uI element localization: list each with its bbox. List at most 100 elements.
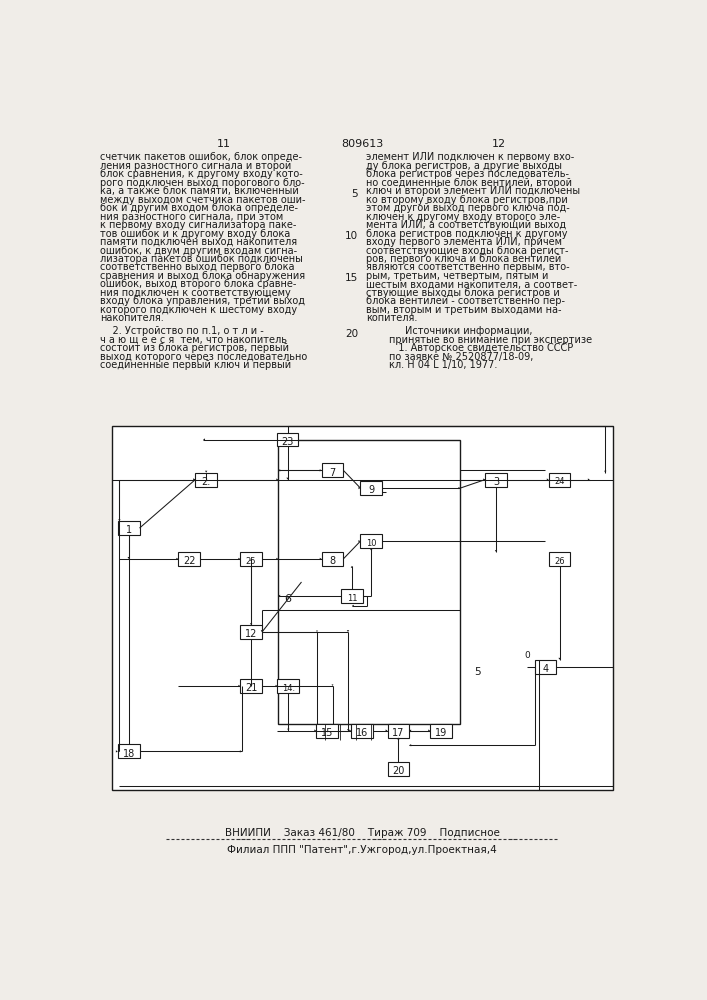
Polygon shape	[315, 729, 316, 732]
Bar	[341, 589, 363, 603]
Text: накопителя.: накопителя.	[100, 313, 164, 323]
Text: ко второму входу блока регистров,при: ко второму входу блока регистров,при	[366, 195, 568, 205]
Polygon shape	[205, 471, 207, 473]
Text: памяти подключен выход накопителя: памяти подключен выход накопителя	[100, 237, 297, 247]
Text: вым, вторым и третьим выходами на-: вым, вторым и третьим выходами на-	[366, 305, 561, 315]
Text: лизатора пакетов ошибок подключены: лизатора пакетов ошибок подключены	[100, 254, 303, 264]
Text: 0: 0	[525, 651, 530, 660]
Polygon shape	[347, 729, 349, 731]
Text: 15: 15	[321, 728, 333, 738]
Polygon shape	[238, 558, 240, 560]
Polygon shape	[409, 729, 411, 732]
Bar	[195, 473, 217, 487]
Text: блока регистров подключен к другому: блока регистров подключен к другому	[366, 229, 567, 239]
Text: ствующие выходы блока регистров и: ствующие выходы блока регистров и	[366, 288, 559, 298]
Text: копителя.: копителя.	[366, 313, 417, 323]
Polygon shape	[286, 478, 288, 480]
Polygon shape	[320, 469, 322, 472]
Bar	[322, 552, 344, 566]
Text: между выходом счетчика пакетов оши-: между выходом счетчика пакетов оши-	[100, 195, 305, 205]
Text: 2. Устройство по п.1, о т л и -: 2. Устройство по п.1, о т л и -	[100, 326, 264, 336]
Text: бок и другим входом блока определе-: бок и другим входом блока определе-	[100, 203, 298, 213]
Text: 22: 22	[183, 556, 195, 566]
Polygon shape	[347, 630, 349, 632]
Text: по заявке № 2520877/18-09,: по заявке № 2520877/18-09,	[389, 352, 534, 362]
Text: рым, третьим, четвертым, пятым и: рым, третьим, четвертым, пятым и	[366, 271, 548, 281]
Text: блока регистров через последователь-: блока регистров через последователь-	[366, 169, 569, 179]
Bar	[351, 724, 373, 738]
Text: ч а ю щ е е с я  тем, что накопитель: ч а ю щ е е с я тем, что накопитель	[100, 335, 287, 345]
Text: 11: 11	[346, 594, 357, 603]
Text: ния подключен к соответствующему: ния подключен к соответствующему	[100, 288, 291, 298]
Text: 12: 12	[245, 629, 257, 639]
Text: мента ИЛИ, а соответствующий выход: мента ИЛИ, а соответствующий выход	[366, 220, 566, 230]
Polygon shape	[495, 550, 497, 552]
Text: 1. Авторское свидетельство СССР: 1. Авторское свидетельство СССР	[389, 343, 573, 353]
Bar	[240, 625, 262, 639]
Polygon shape	[484, 478, 485, 481]
Bar	[118, 521, 139, 535]
Polygon shape	[604, 471, 607, 473]
Text: ров, первого ключа и блока вентилей: ров, первого ключа и блока вентилей	[366, 254, 561, 264]
Text: ключен к другому входу второго эле-: ключен к другому входу второго эле-	[366, 212, 560, 222]
Text: сравнения и выход блока обнаружения: сравнения и выход блока обнаружения	[100, 271, 305, 281]
Text: ния разностного сигнала, при этом: ния разностного сигнала, при этом	[100, 212, 284, 222]
Text: принятые во внимание при экспертизе: принятые во внимание при экспертизе	[389, 335, 592, 345]
Text: 7: 7	[329, 468, 336, 478]
Polygon shape	[559, 658, 561, 660]
Polygon shape	[250, 684, 252, 686]
Text: блока вентилей - соответственно пер-: блока вентилей - соответственно пер-	[366, 296, 565, 306]
Polygon shape	[358, 540, 361, 542]
Text: к первому входу сигнализатора паке-: к первому входу сигнализатора паке-	[100, 220, 296, 230]
Text: входу первого элемента ИЛИ, причем: входу первого элемента ИЛИ, причем	[366, 237, 562, 247]
Polygon shape	[351, 566, 353, 568]
Text: 18: 18	[122, 749, 135, 759]
Text: 9: 9	[368, 485, 374, 495]
Polygon shape	[261, 630, 263, 632]
Polygon shape	[127, 557, 130, 559]
Polygon shape	[276, 685, 277, 687]
Polygon shape	[276, 478, 279, 481]
Text: входу блока управления, третий выход: входу блока управления, третий выход	[100, 296, 305, 306]
Bar	[387, 724, 409, 738]
Polygon shape	[349, 729, 351, 732]
Bar	[240, 679, 262, 693]
Bar	[178, 552, 200, 566]
Polygon shape	[250, 559, 252, 561]
Polygon shape	[194, 478, 195, 481]
Polygon shape	[238, 685, 240, 687]
Bar	[118, 744, 139, 758]
Text: 4: 4	[542, 664, 549, 674]
Bar	[534, 660, 556, 674]
Text: 809613: 809613	[341, 139, 383, 149]
Text: тов ошибок и к другому входу блока: тов ошибок и к другому входу блока	[100, 229, 291, 239]
Text: этом другой выход первого ключа под-: этом другой выход первого ключа под-	[366, 203, 570, 213]
Bar	[430, 724, 452, 738]
Polygon shape	[358, 487, 361, 489]
Bar	[112, 426, 613, 790]
Text: 5: 5	[474, 667, 481, 677]
Polygon shape	[385, 729, 387, 732]
Polygon shape	[194, 478, 195, 481]
Polygon shape	[203, 438, 205, 441]
Text: 20: 20	[345, 329, 358, 339]
Text: состоит из блока регистров, первый: состоит из блока регистров, первый	[100, 343, 289, 353]
Bar	[549, 473, 571, 487]
Polygon shape	[118, 519, 120, 521]
Bar	[361, 534, 382, 548]
Text: ду блока регистров, а другие выходы: ду блока регистров, а другие выходы	[366, 161, 562, 171]
Polygon shape	[320, 558, 322, 560]
Text: ления разностного сигнала и второй: ления разностного сигнала и второй	[100, 161, 291, 171]
Text: 19: 19	[435, 728, 447, 738]
Bar	[485, 473, 507, 487]
Text: но соединенные блок вентилей, второй: но соединенные блок вентилей, второй	[366, 178, 572, 188]
Text: 26: 26	[554, 557, 565, 566]
Text: 5: 5	[351, 189, 358, 199]
Polygon shape	[370, 548, 373, 550]
Polygon shape	[240, 750, 242, 753]
Text: Филиал ППП "Патент",г.Ужгород,ул.Проектная,4: Филиал ППП "Патент",г.Ужгород,ул.Проектн…	[227, 845, 497, 855]
Text: ка, а также блок памяти, включенный: ка, а также блок памяти, включенный	[100, 186, 299, 196]
Text: 20: 20	[392, 766, 404, 776]
Polygon shape	[279, 469, 280, 472]
Text: 10: 10	[366, 539, 377, 548]
